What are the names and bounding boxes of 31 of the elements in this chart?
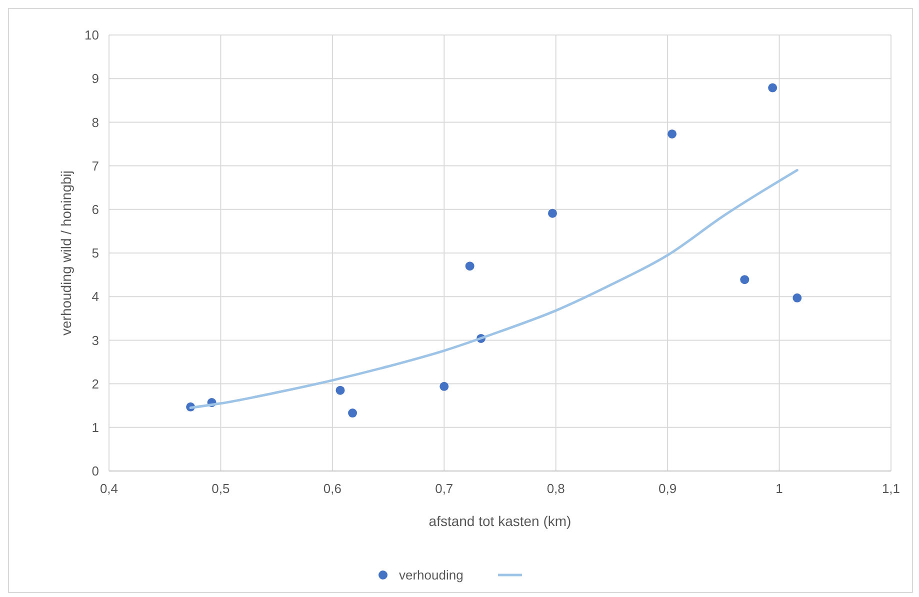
- y-tick-label: 7: [92, 158, 99, 174]
- legend-label: verhouding: [399, 568, 464, 583]
- x-tick-label: 0,7: [435, 481, 454, 496]
- y-tick-label: 1: [92, 420, 99, 435]
- point: [348, 408, 358, 418]
- x-tick-label: 1: [776, 481, 783, 496]
- y-tick-label: 6: [92, 202, 99, 217]
- point: [768, 83, 778, 92]
- x-tick-label: 0,4: [100, 481, 118, 496]
- y-tick-label: 2: [92, 376, 99, 392]
- point: [548, 208, 558, 218]
- point: [792, 293, 802, 302]
- y-axis-title: verhouding wild / honingbij: [58, 170, 74, 336]
- y-tick-label: 8: [92, 114, 99, 130]
- x-tick-label: 0,5: [212, 481, 230, 496]
- y-tick-label: 9: [92, 71, 99, 86]
- x-tick-label: 0,9: [658, 481, 677, 496]
- y-tick-label: 3: [92, 332, 99, 348]
- x-tick-label: 0,8: [546, 481, 565, 496]
- point: [336, 386, 345, 395]
- y-tick-label: 0: [92, 464, 99, 479]
- x-tick-label: 1,1: [882, 481, 900, 496]
- point: [465, 262, 474, 271]
- y-tick-label: 4: [92, 289, 99, 304]
- x-tick-label: 0,6: [323, 481, 342, 496]
- y-tick-label: 5: [92, 246, 99, 261]
- point: [740, 275, 750, 284]
- x-axis-title: afstand tot kasten (km): [428, 513, 572, 529]
- y-tick-label: 10: [84, 28, 99, 43]
- point: [440, 382, 449, 391]
- point: [668, 129, 677, 138]
